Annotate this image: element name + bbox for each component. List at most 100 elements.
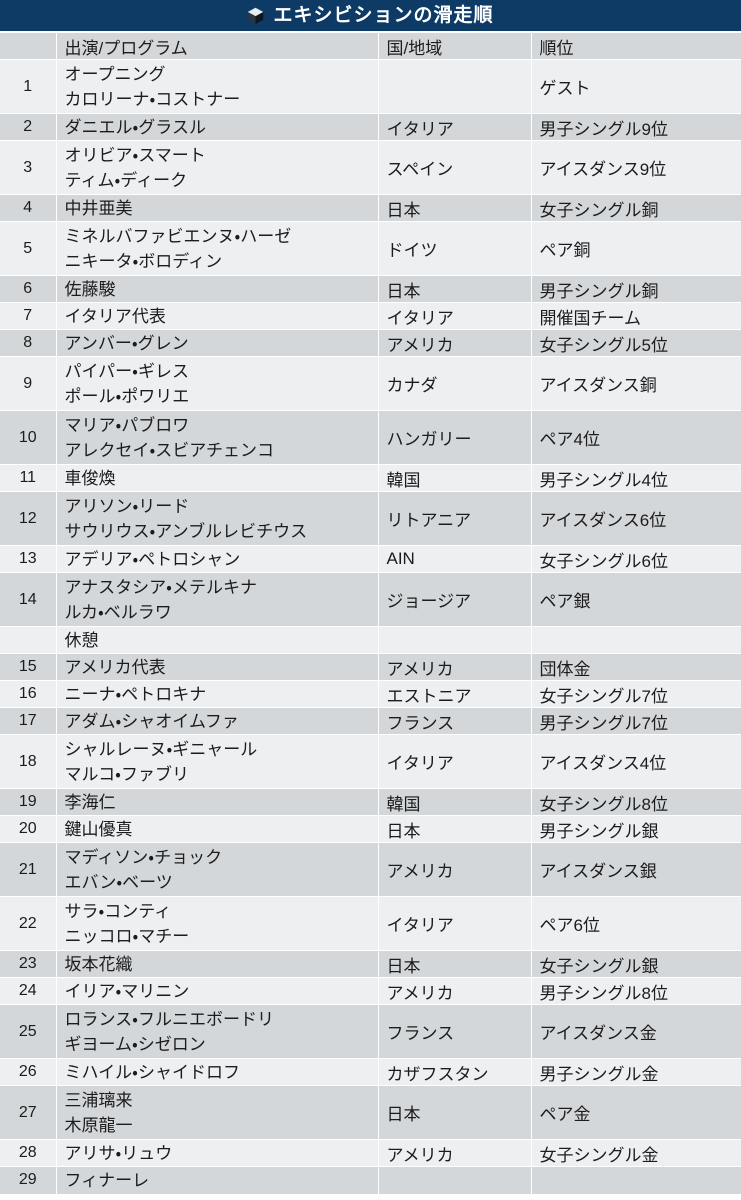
rank-cell: アイスダンス金 [530, 1004, 741, 1059]
program-line: アメリカ代表 [64, 657, 166, 677]
row-number: 29 [0, 1166, 56, 1194]
country-cell: フランス [377, 1004, 531, 1059]
country-cell: 日本 [377, 275, 531, 303]
country-cell: アメリカ [377, 653, 531, 681]
program-cell: イタリア代表 [55, 302, 378, 330]
table-row: 16 ニーナ・ペトロキナ エストニア 女子シングル7位 [0, 680, 741, 708]
program-cell: オリビア・スマート ティム・ディーク [55, 140, 378, 195]
country-cell: 日本 [377, 950, 531, 978]
program-cell: ミネルバファビエンヌ・ハーゼ ニキータ・ボロディン [55, 221, 378, 276]
country-cell: エストニア [377, 680, 531, 708]
row-number: 1 [0, 59, 56, 114]
program-line: 鍵山優真 [64, 819, 133, 839]
row-number: 18 [0, 734, 56, 789]
column-header-program: 出演/プログラム [55, 32, 378, 60]
row-number: 26 [0, 1058, 56, 1086]
table-row: 5 ミネルバファビエンヌ・ハーゼ ニキータ・ボロディン ドイツ ペア銅 [0, 221, 741, 276]
country-cell [377, 59, 531, 114]
program-line: ミハイル・シャイドロフ [64, 1062, 240, 1082]
row-number: 19 [0, 788, 56, 816]
table-row: 1 オープニング カロリーナ・コストナー ゲスト [0, 59, 741, 114]
program-cell: アデリア・ペトロシャン [55, 545, 378, 573]
page-title: エキシビションの滑走順 [273, 4, 494, 26]
rank-cell: 開催国チーム [530, 302, 741, 330]
rank-cell: ペア6位 [530, 896, 741, 951]
program-cell: 車俊煥 [55, 464, 378, 492]
table-row: 9 パイパー・ギレス ポール・ポワリエ カナダ アイスダンス銅 [0, 356, 741, 411]
table-row: 19 李海仁 韓国 女子シングル8位 [0, 788, 741, 816]
program-cell: 休憩 [55, 626, 378, 654]
country-cell: カザフスタン [377, 1058, 531, 1086]
program-line: サウリウス・アンブルレビチウス [64, 521, 308, 541]
rank-cell: アイスダンス銀 [530, 842, 741, 897]
table-row: 22 サラ・コンティ ニッコロ・マチー イタリア ペア6位 [0, 896, 741, 951]
row-number: 17 [0, 707, 56, 735]
table-row: 12 アリソン・リード サウリウス・アンブルレビチウス リトアニア アイスダンス6位 [0, 491, 741, 546]
program-line: ミネルバファビエンヌ・ハーゼ [64, 226, 292, 246]
program-line: アナスタシア・メテルキナ [64, 577, 257, 597]
program-cell: ダニエル・グラスル [55, 113, 378, 141]
program-line: オープニング [64, 64, 166, 84]
program-line: ニッコロ・マチー [64, 926, 190, 946]
row-number: 14 [0, 572, 56, 627]
table-row: 休憩 [0, 626, 741, 654]
row-number: 28 [0, 1139, 56, 1167]
program-cell: 佐藤駿 [55, 275, 378, 303]
cube-icon [247, 7, 264, 24]
table-row: 3 オリビア・スマート ティム・ディーク スペイン アイスダンス9位 [0, 140, 741, 195]
program-cell: アナスタシア・メテルキナ ルカ・ベルラワ [55, 572, 378, 627]
rank-cell: アイスダンス銅 [530, 356, 741, 411]
program-cell: イリア・マリニン [55, 977, 378, 1005]
program-cell: マディソン・チョック エバン・ベーツ [55, 842, 378, 897]
program-line: 三浦璃来 [64, 1090, 133, 1110]
rank-cell: 男子シングル金 [530, 1058, 741, 1086]
program-line: アデリア・ペトロシャン [64, 549, 241, 569]
rank-cell: ペア金 [530, 1085, 741, 1140]
program-line: 佐藤駿 [64, 279, 116, 299]
row-number: 15 [0, 653, 56, 681]
country-cell: アメリカ [377, 842, 531, 897]
program-cell: アメリカ代表 [55, 653, 378, 681]
row-number: 11 [0, 464, 56, 492]
program-cell: ロランス・フルニエボードリ ギヨーム・シゼロン [55, 1004, 378, 1059]
rank-cell: 女子シングル5位 [530, 329, 741, 357]
program-line: ダニエル・グラスル [64, 117, 206, 137]
table-row: 23 坂本花織 日本 女子シングル銀 [0, 950, 741, 978]
country-cell: ジョージア [377, 572, 531, 627]
table-row: 25 ロランス・フルニエボードリ ギヨーム・シゼロン フランス アイスダンス金 [0, 1004, 741, 1059]
country-cell: ドイツ [377, 221, 531, 276]
program-cell: アリサ・リュウ [55, 1139, 378, 1167]
program-line: マリア・パブロワ [64, 415, 190, 435]
program-line: マディソン・チョック [64, 847, 223, 867]
program-line: アリソン・リード [64, 496, 190, 516]
rank-cell: ゲスト [530, 59, 741, 114]
program-cell: オープニング カロリーナ・コストナー [55, 59, 378, 114]
country-cell [377, 626, 531, 654]
program-line: ルカ・ベルラワ [64, 602, 172, 622]
rank-cell: アイスダンス6位 [530, 491, 741, 546]
table-row: 24 イリア・マリニン アメリカ 男子シングル8位 [0, 977, 741, 1005]
program-line: 車俊煥 [64, 468, 116, 488]
row-number: 10 [0, 410, 56, 465]
row-number: 6 [0, 275, 56, 303]
program-line: 木原龍一 [64, 1115, 133, 1135]
program-line: オリビア・スマート [64, 145, 206, 165]
rank-cell: 団体金 [530, 653, 741, 681]
rank-cell: 女子シングル金 [530, 1139, 741, 1167]
row-number: 9 [0, 356, 56, 411]
program-cell: アリソン・リードサウリウス・アンブルレビチウス [55, 491, 378, 546]
table-row: 28 アリサ・リュウ アメリカ 女子シングル金 [0, 1139, 741, 1167]
row-number: 25 [0, 1004, 56, 1059]
table-row: 17 アダム・シャオイムファ フランス 男子シングル7位 [0, 707, 741, 735]
table-row: 6 佐藤駿 日本 男子シングル銅 [0, 275, 741, 303]
table-row: 7 イタリア代表 イタリア 開催国チーム [0, 302, 741, 330]
country-cell: 日本 [377, 1085, 531, 1140]
country-cell: カナダ [377, 356, 531, 411]
program-line: サラ・コンティ [64, 901, 172, 921]
column-header-country: 国/地域 [377, 32, 531, 60]
table-row: 11 車俊煥 韓国 男子シングル4位 [0, 464, 741, 492]
row-number: 2 [0, 113, 56, 141]
program-cell: アダム・シャオイムファ [55, 707, 378, 735]
column-header-rank: 順位 [530, 32, 741, 60]
row-number: 27 [0, 1085, 56, 1140]
